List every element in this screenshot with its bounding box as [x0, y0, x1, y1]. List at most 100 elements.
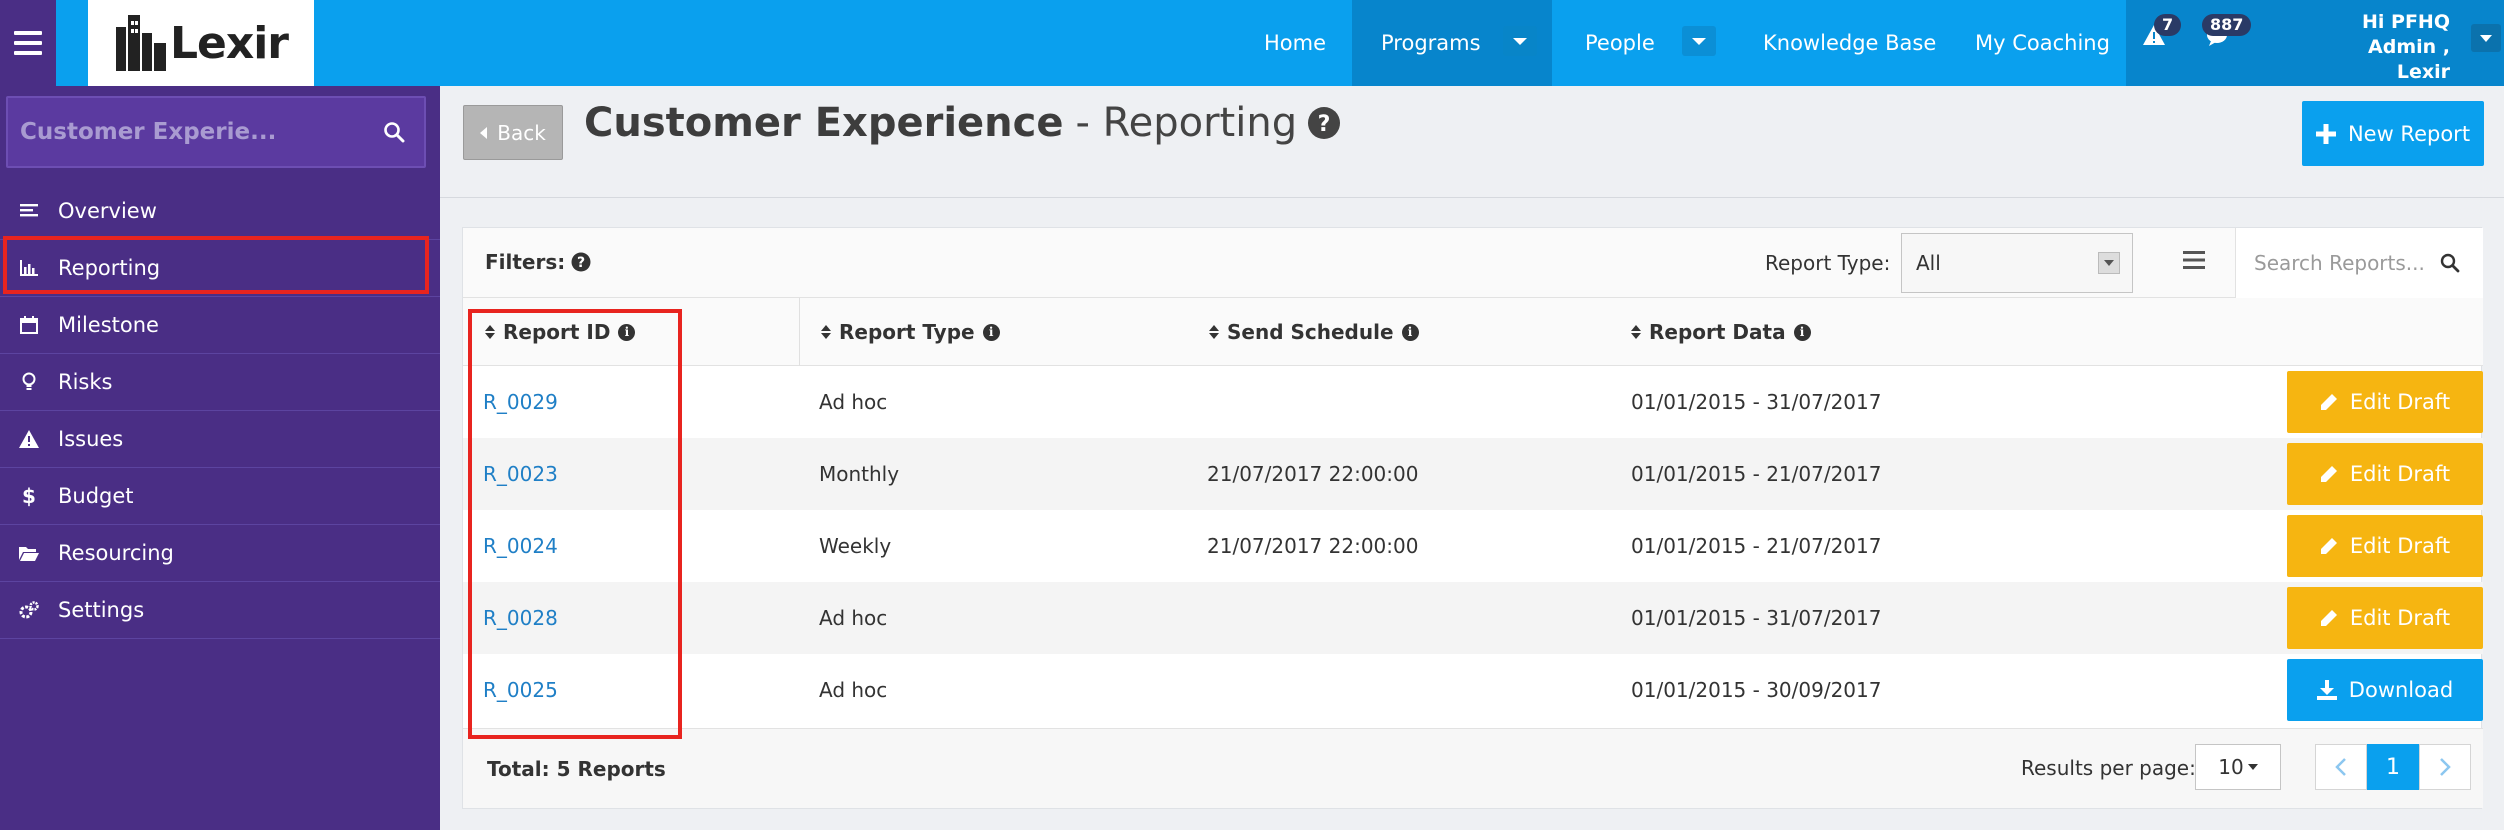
chevron-left-icon	[2335, 758, 2346, 776]
app-logo[interactable]: Lexir	[88, 0, 314, 86]
sidebar-item-resourcing[interactable]: Resourcing	[0, 525, 440, 582]
search-reports-box	[2235, 228, 2483, 298]
report-data-cell: 01/01/2015 - 31/07/2017	[1631, 606, 1882, 630]
new-report-label: New Report	[2347, 121, 2471, 146]
cogs-icon	[0, 601, 58, 619]
top-navbar: Lexir Home Programs People Knowledge Bas…	[0, 0, 2504, 86]
pencil-icon	[2320, 610, 2337, 626]
svg-text:?: ?	[577, 255, 585, 271]
search-icon[interactable]	[2440, 253, 2460, 273]
nav-programs[interactable]: Programs	[1381, 31, 1481, 55]
report-type-cell: Ad hoc	[819, 390, 888, 414]
pagination-page-button[interactable]: 1	[2367, 744, 2419, 790]
page-header	[440, 86, 2504, 198]
results-per-page-select[interactable]: 10	[2195, 744, 2281, 790]
back-label: Back	[497, 120, 546, 145]
edit-draft-button[interactable]: Edit Draft	[2287, 515, 2483, 577]
chevron-down-icon	[2098, 252, 2120, 274]
program-search-value: Customer Experie...	[20, 119, 277, 145]
sidebar-item-label: Issues	[58, 427, 124, 451]
list-view-icon[interactable]	[2183, 250, 2205, 270]
search-reports-input[interactable]	[2236, 251, 2426, 275]
report-id-link[interactable]: R_0028	[483, 606, 558, 630]
edit-draft-button[interactable]: Edit Draft	[2287, 371, 2483, 433]
report-id-highlight-box	[468, 309, 682, 739]
alerts-badge: 7	[2154, 14, 2182, 36]
folder-open-icon	[0, 545, 58, 561]
report-data-cell: 01/01/2015 - 21/07/2017	[1631, 534, 1882, 558]
sidebar-item-budget[interactable]: $ Budget	[0, 468, 440, 525]
user-greeting-line1: Hi PFHQ Admin ,	[2362, 11, 2450, 58]
table-row: R_0023 Monthly 21/07/2017 22:00:00 01/01…	[463, 438, 2483, 510]
sidebar-item-label: Reporting	[58, 256, 161, 280]
send-schedule-cell: 21/07/2017 22:00:00	[1207, 462, 1419, 486]
sidebar-item-risks[interactable]: Risks	[0, 354, 440, 411]
report-data-cell: 01/01/2015 - 31/07/2017	[1631, 390, 1882, 414]
sidebar-item-settings[interactable]: Settings	[0, 582, 440, 639]
column-header-send-schedule[interactable]: Send Schedule i	[1209, 298, 1419, 366]
reports-panel: Filters: ? Report Type: All Report ID i …	[462, 227, 2483, 809]
nav-people[interactable]: People	[1585, 31, 1655, 55]
search-icon[interactable]	[364, 121, 424, 143]
sort-icon	[821, 325, 831, 339]
warning-icon	[2143, 25, 2165, 45]
sidebar-item-issues[interactable]: Issues	[0, 411, 440, 468]
back-button[interactable]: Back	[463, 105, 563, 160]
pagination: 1	[2315, 744, 2471, 790]
table-header: Report ID i Report Type i Send Schedule …	[463, 298, 2483, 366]
hamburger-icon	[14, 31, 42, 35]
help-icon[interactable]: ?	[571, 252, 591, 272]
report-type-cell: Weekly	[819, 534, 892, 558]
report-type-label: Report Type:	[1765, 251, 1891, 275]
user-greeting[interactable]: Hi PFHQ Admin , Lexir	[2300, 10, 2450, 85]
sidebar-item-reporting[interactable]: Reporting	[0, 240, 440, 297]
filter-bar: Filters: ? Report Type: All	[463, 228, 2483, 298]
people-dropdown-toggle[interactable]	[1682, 26, 1716, 56]
help-icon[interactable]: ?	[1307, 106, 1341, 140]
pencil-icon	[2320, 538, 2337, 554]
report-id-link[interactable]: R_0029	[483, 390, 558, 414]
calendar-icon	[0, 316, 58, 334]
column-header-report-type[interactable]: Report Type i	[821, 298, 1000, 366]
new-report-button[interactable]: New Report	[2302, 101, 2484, 166]
results-per-page-label: Results per page:	[2021, 756, 2196, 780]
edit-draft-button[interactable]: Edit Draft	[2287, 443, 2483, 505]
edit-draft-button[interactable]: Edit Draft	[2287, 587, 2483, 649]
pagination-prev-button[interactable]	[2315, 744, 2367, 790]
page-title: Customer Experience - Reporting ?	[584, 100, 1341, 146]
report-id-link[interactable]: R_0023	[483, 462, 558, 486]
sidebar-item-label: Resourcing	[58, 541, 174, 565]
page-title-section: - Reporting	[1075, 100, 1298, 146]
report-type-select[interactable]: All	[1901, 233, 2133, 293]
sidebar-item-label: Budget	[58, 484, 134, 508]
user-menu-toggle[interactable]	[2471, 24, 2501, 52]
reporting-highlight-box	[3, 236, 429, 294]
program-search-field[interactable]: Customer Experie...	[6, 96, 426, 168]
table-row: R_0024 Weekly 21/07/2017 22:00:00 01/01/…	[463, 510, 2483, 582]
download-button[interactable]: Download	[2287, 659, 2483, 721]
programs-dropdown-toggle[interactable]	[1503, 26, 1537, 56]
table-row: R_0025 Ad hoc 01/01/2015 - 30/09/2017 Do…	[463, 654, 2483, 726]
sidebar-item-overview[interactable]: Overview	[0, 183, 440, 240]
nav-knowledge-base[interactable]: Knowledge Base	[1763, 31, 1937, 55]
nav-home[interactable]: Home	[1264, 31, 1327, 55]
warning-icon	[0, 430, 58, 448]
table-row: R_0028 Ad hoc 01/01/2015 - 31/07/2017 Ed…	[463, 582, 2483, 654]
sort-icon	[1631, 325, 1641, 339]
menu-toggle-button[interactable]	[0, 0, 56, 86]
info-icon: i	[1401, 323, 1419, 341]
send-schedule-cell: 21/07/2017 22:00:00	[1207, 534, 1419, 558]
column-header-report-data[interactable]: Report Data i	[1631, 298, 1811, 366]
user-zone: 7 887	[2126, 0, 2504, 86]
nav-my-coaching[interactable]: My Coaching	[1975, 31, 2110, 55]
pagination-next-button[interactable]	[2419, 744, 2471, 790]
column-header-report-id[interactable]: Report ID i	[485, 298, 636, 366]
report-id-link[interactable]: R_0024	[483, 534, 558, 558]
messages-badge: 887	[2202, 14, 2252, 36]
plus-icon	[2315, 123, 2336, 144]
lightbulb-icon	[0, 372, 58, 392]
info-icon: i	[618, 323, 636, 341]
sidebar-item-milestone[interactable]: Milestone	[0, 297, 440, 354]
alerts-button[interactable]	[2142, 24, 2166, 46]
report-id-link[interactable]: R_0025	[483, 678, 558, 702]
